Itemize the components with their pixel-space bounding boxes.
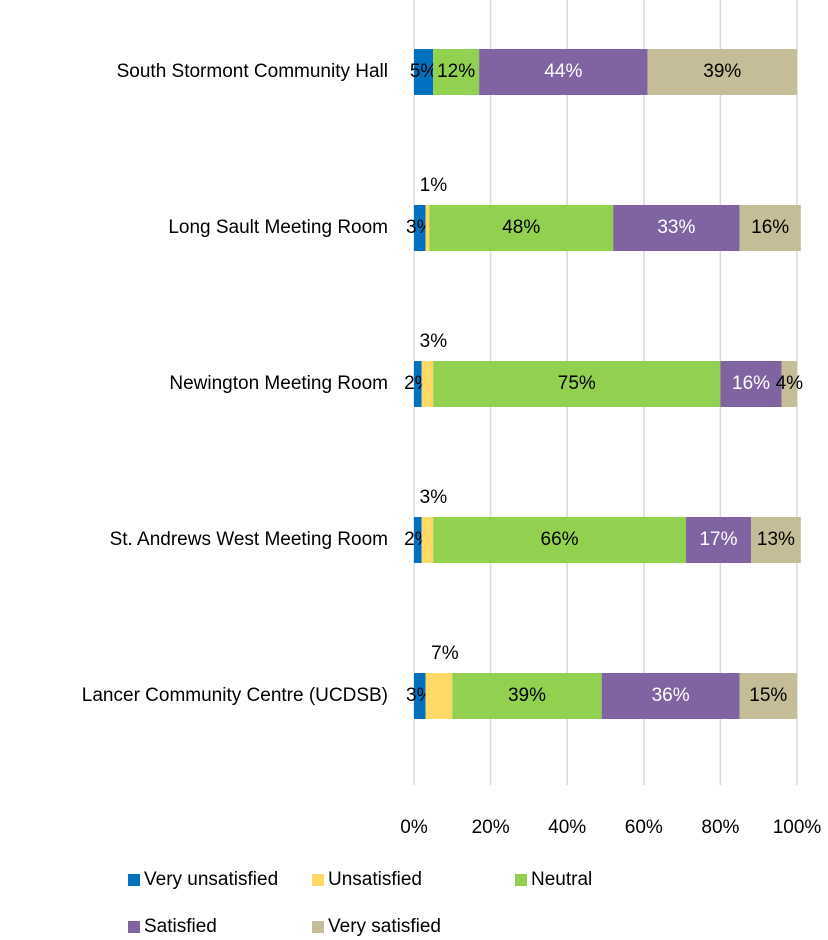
data-label: 33% [657, 217, 695, 238]
bar-segment [421, 517, 434, 563]
data-label: 1% [420, 175, 448, 196]
bar-segment [429, 205, 614, 251]
bar-segment [414, 205, 426, 251]
legend-label: Satisfied [144, 916, 217, 937]
data-label: 4% [776, 373, 804, 394]
bar-segment [647, 49, 797, 95]
data-label: 3% [420, 331, 448, 352]
legend-label: Very unsatisfied [144, 869, 278, 890]
bar-segment [433, 49, 480, 95]
legend-swatch [312, 921, 324, 933]
bar-segment [414, 49, 434, 95]
bar-segment [479, 49, 648, 95]
x-tick-label: 20% [472, 817, 510, 838]
data-label: 17% [699, 529, 737, 550]
data-label: 39% [703, 61, 741, 82]
data-label: 44% [544, 61, 582, 82]
x-tick-label: 60% [625, 817, 663, 838]
data-label: 36% [652, 685, 690, 706]
data-label: 3% [420, 487, 448, 508]
data-label: 15% [749, 685, 787, 706]
bar-segment [613, 205, 740, 251]
legend-label: Unsatisfied [328, 869, 422, 890]
data-label: 16% [751, 217, 789, 238]
bar-segment [751, 517, 801, 563]
bar-segment [433, 517, 686, 563]
bar-segment [421, 361, 434, 407]
data-label: 13% [757, 529, 795, 550]
bar-segment [739, 673, 797, 719]
category-label: Newington Meeting Room [169, 373, 388, 394]
category-label: Lancer Community Centre (UCDSB) [82, 685, 388, 706]
data-label: 7% [431, 643, 459, 664]
bar-segment [601, 673, 740, 719]
data-label: 66% [541, 529, 579, 550]
legend-swatch [515, 874, 527, 886]
bar-segment [414, 517, 422, 563]
x-tick-label: 80% [701, 817, 739, 838]
bar-segment [425, 205, 430, 251]
data-label: 75% [558, 373, 596, 394]
data-label: 16% [732, 373, 770, 394]
data-label: 12% [437, 61, 475, 82]
legend-swatch [128, 921, 140, 933]
data-label: 48% [502, 217, 540, 238]
category-label: South Stormont Community Hall [117, 61, 388, 82]
x-tick-label: 100% [773, 817, 822, 838]
data-label: 39% [508, 685, 546, 706]
data-label: 5% [410, 61, 438, 82]
category-label: St. Andrews West Meeting Room [110, 529, 388, 550]
legend-label: Neutral [531, 869, 592, 890]
bar-segment [739, 205, 801, 251]
category-label: Long Sault Meeting Room [168, 217, 388, 238]
bar-segment [433, 361, 721, 407]
legend-swatch [312, 874, 324, 886]
bar-segment [781, 361, 797, 407]
legend-swatch [128, 874, 140, 886]
legend-label: Very satisfied [328, 916, 441, 937]
bar-segment [414, 361, 422, 407]
bar-segment [425, 673, 453, 719]
bar-segment [414, 673, 426, 719]
bar-segment [685, 517, 752, 563]
x-tick-label: 40% [548, 817, 586, 838]
x-tick-label: 0% [400, 817, 428, 838]
bar-segment [720, 361, 782, 407]
bar-segment [452, 673, 602, 719]
